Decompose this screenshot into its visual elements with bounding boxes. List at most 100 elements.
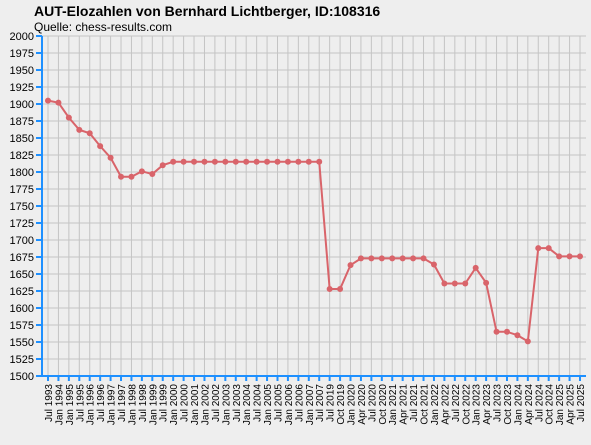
point — [357, 255, 364, 262]
x-tick-label: Oct 2024 — [545, 384, 556, 425]
x-tick-label: Oct 2019 — [336, 384, 347, 425]
x-tick-label: Jul 2020 — [367, 384, 378, 422]
x-tick-label: Jul 2002 — [211, 384, 222, 422]
point — [295, 158, 302, 165]
y-tick-label: 1950 — [10, 65, 34, 77]
chart-subtitle: Quelle: chess-results.com — [34, 20, 172, 34]
point — [107, 154, 114, 161]
x-tick-label: Jul 2005 — [273, 384, 284, 422]
point — [274, 158, 281, 165]
x-tick-label: Oct 2020 — [378, 384, 389, 425]
y-tick-label: 1975 — [10, 48, 34, 60]
x-tick-label: Jan 1994 — [54, 384, 65, 426]
point — [389, 255, 396, 262]
point — [462, 280, 469, 287]
y-tick-label: 1875 — [10, 116, 34, 128]
y-tick-label: 2000 — [10, 31, 34, 43]
point — [86, 130, 93, 137]
y-tick-label: 1900 — [10, 99, 34, 111]
point — [211, 158, 218, 165]
point — [191, 158, 198, 165]
point — [556, 253, 563, 260]
x-tick-label: Jul 2004 — [253, 384, 264, 422]
point — [55, 99, 62, 106]
x-tick-label: Oct 2021 — [420, 384, 431, 425]
x-tick-label: Jul 2007 — [315, 384, 326, 422]
y-tick-label: 1575 — [10, 320, 34, 332]
x-tick-label: Jan 1996 — [86, 384, 97, 426]
x-tick-label: Oct 2022 — [461, 384, 472, 425]
point — [149, 171, 156, 178]
x-tick-label: Jan 2003 — [221, 384, 232, 426]
point — [264, 158, 271, 165]
point — [545, 245, 552, 252]
x-tick-label: Jan 1999 — [148, 384, 159, 426]
y-tick-label: 1725 — [10, 218, 34, 230]
point — [410, 255, 417, 262]
x-tick-label: Jan 1995 — [65, 384, 76, 426]
x-tick-label: Jan 2020 — [347, 384, 358, 426]
point — [524, 338, 531, 345]
x-tick-label: Jul 2021 — [409, 384, 420, 422]
x-tick-label: Jul 1998 — [138, 384, 149, 422]
y-tick-label: 1800 — [10, 167, 34, 179]
point — [65, 114, 72, 121]
point — [326, 285, 333, 292]
x-tick-label: Jul 2019 — [326, 384, 337, 422]
y-tick-label: 1625 — [10, 286, 34, 298]
y-tick-label: 1650 — [10, 269, 34, 281]
point — [441, 280, 448, 287]
chart-title: AUT-Elozahlen von Bernhard Lichtberger, … — [34, 3, 380, 19]
y-tick-label: 1550 — [10, 337, 34, 349]
x-tick-label: Jul 2000 — [180, 384, 191, 422]
point — [138, 168, 145, 175]
point — [128, 173, 135, 180]
x-tick-label: Jan 2001 — [190, 384, 201, 426]
point — [253, 158, 260, 165]
x-tick-label: Jan 1997 — [107, 384, 118, 426]
x-tick-label: Jan 2021 — [388, 384, 399, 426]
y-tick-label: 1600 — [10, 303, 34, 315]
y-tick-label: 1700 — [10, 235, 34, 247]
x-tick-label: Jan 2025 — [555, 384, 566, 426]
x-tick-label: Oct 2023 — [503, 384, 514, 425]
x-tick-label: Jan 2005 — [263, 384, 274, 426]
point — [76, 126, 83, 133]
point — [535, 245, 542, 252]
x-tick-label: Jan 2002 — [200, 384, 211, 426]
point — [503, 328, 510, 335]
point — [337, 285, 344, 292]
point — [347, 262, 354, 269]
x-tick-label: Jul 2025 — [576, 384, 587, 422]
point — [316, 158, 323, 165]
point — [222, 158, 229, 165]
point — [493, 328, 500, 335]
y-tick-label: 1675 — [10, 252, 34, 264]
x-tick-label: Jul 1993 — [44, 384, 55, 422]
x-tick-label: Apr 2020 — [357, 384, 368, 425]
x-tick-label: Jan 2004 — [242, 384, 253, 426]
x-tick-label: Jan 1998 — [127, 384, 138, 426]
point — [232, 158, 239, 165]
x-tick-label: Jan 2006 — [284, 384, 295, 426]
point — [170, 158, 177, 165]
x-tick-label: Jul 1999 — [159, 384, 170, 422]
y-tick-label: 1525 — [10, 354, 34, 366]
point — [159, 162, 166, 169]
point — [118, 173, 125, 180]
x-tick-label: Jul 1996 — [96, 384, 107, 422]
x-tick-label: Apr 2025 — [566, 384, 577, 425]
y-tick-label: 1850 — [10, 133, 34, 145]
x-tick-label: Jan 2022 — [430, 384, 441, 426]
point — [243, 158, 250, 165]
x-tick-label: Jan 2000 — [169, 384, 180, 426]
x-tick-label: Jul 1997 — [117, 384, 128, 422]
x-tick-label: Jul 2022 — [451, 384, 462, 422]
point — [305, 158, 312, 165]
point — [45, 97, 51, 104]
point — [451, 280, 458, 287]
point — [430, 261, 437, 268]
y-tick-label: 1750 — [10, 201, 34, 213]
point — [514, 332, 521, 339]
